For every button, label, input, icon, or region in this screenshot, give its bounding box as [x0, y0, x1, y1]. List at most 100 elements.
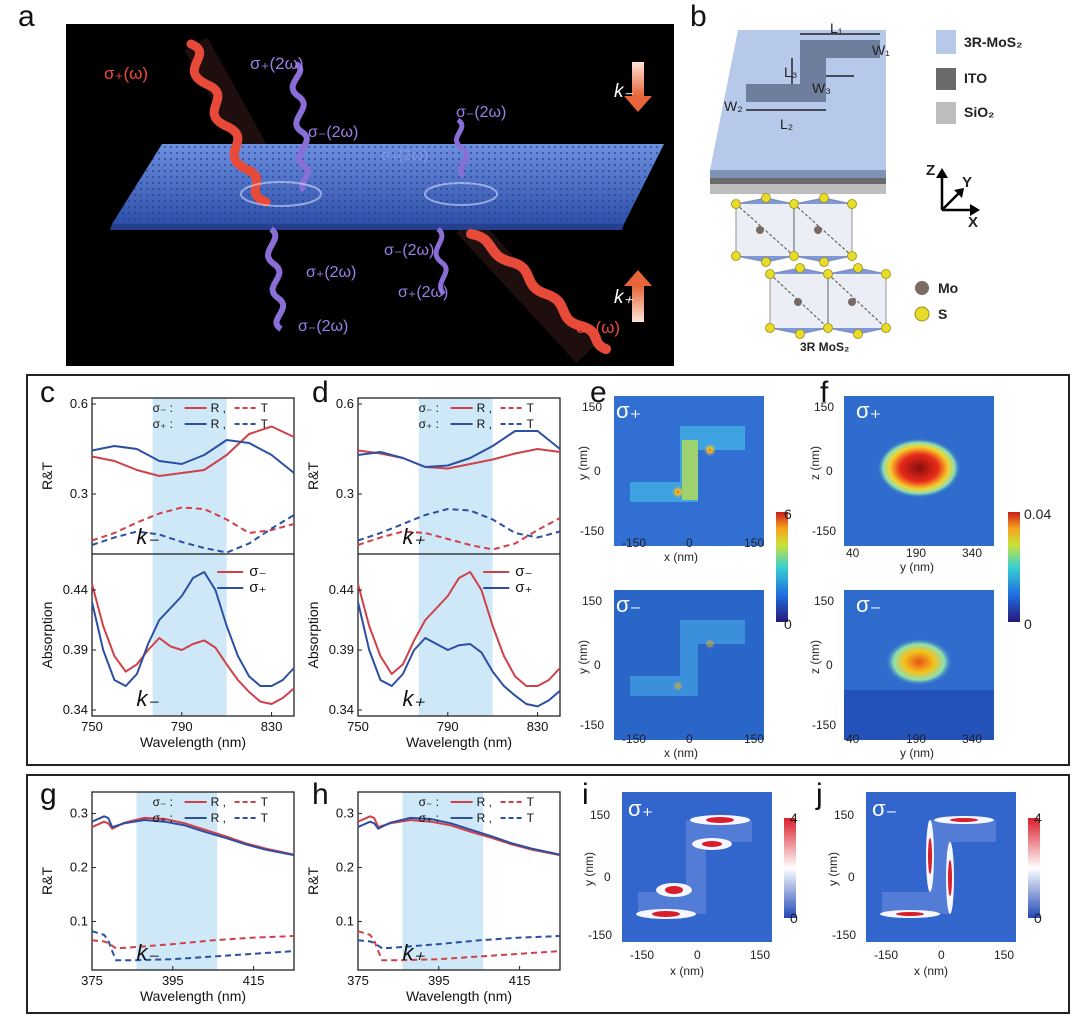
f-bottom-tag: σ₋ — [856, 592, 882, 617]
h-legend-prefix-0: σ₋ : — [419, 795, 439, 809]
e-ytick-top-3: -150 — [580, 524, 605, 538]
panel-label-d: d — [312, 376, 329, 409]
e-bottom-tag: σ₋ — [616, 592, 642, 617]
e-cbar-max: 6 — [784, 506, 792, 522]
d-top-legend-t-1: T — [527, 417, 535, 431]
c-top-series-1 — [91, 439, 295, 474]
d-top-ytick-label-0: 0.3 — [336, 486, 354, 501]
j-xtick-1: -150 — [874, 948, 899, 962]
dim-W1: W₁ — [872, 42, 890, 58]
j-ytick-1: 150 — [834, 808, 855, 822]
chart-c-top: 0.3 0.6 R&T k₋ σ₋ : R , Tσ₊ : R , T — [40, 396, 295, 554]
panel-label-b: b — [690, 0, 707, 33]
d-top-series-1 — [357, 430, 561, 468]
e-bottom-nanostructure-field — [630, 620, 745, 696]
f-xtick-top-1: 40 — [846, 546, 860, 560]
h-series-1 — [357, 816, 561, 856]
h-series-0 — [357, 815, 561, 857]
e-xlabel-bot: x (nm) — [664, 746, 698, 760]
h-ytick-label-1: 0.2 — [336, 860, 354, 875]
g-ytick-label-2: 0.3 — [70, 806, 88, 821]
legend-swatch-ito — [936, 68, 956, 90]
sigma-plus-2omega-top-wave — [289, 61, 311, 193]
i-ytick-3: -150 — [588, 928, 613, 942]
panel-f-field-maps — [844, 396, 1020, 740]
sigma-plus-omega-incident-wave — [186, 39, 271, 207]
panel-a-illustration: σ₊(ω) σ₊(2ω) σ₋(2ω) σ₋(2ω) σ₊(2ω) σ₊(2ω)… — [66, 24, 674, 366]
j-ytick-2: 0 — [848, 870, 855, 884]
d-top-legend-r-0: R , — [477, 401, 492, 415]
g-xtick-label-0: 375 — [81, 973, 103, 988]
panel-e-field-maps — [614, 396, 788, 740]
e-xtick-top-2: 0 — [686, 536, 693, 550]
f-top-tag: σ₊ — [856, 398, 882, 423]
d-bot-shaded-band — [418, 554, 493, 716]
j-xtick-3: 150 — [994, 948, 1015, 962]
f-xtick-top-3: 340 — [962, 546, 983, 560]
d-bot-plot-frame — [357, 554, 561, 717]
d-bot-series-1 — [357, 601, 561, 708]
i-xtick-1: -150 — [630, 948, 655, 962]
f-xtick-bot-1: 40 — [846, 732, 860, 746]
d-bot-xtick-label-0: 750 — [347, 719, 369, 734]
label-sigma-plus-2omega-faint: σ₊(2ω) — [381, 147, 429, 164]
g-series-0 — [91, 816, 295, 856]
c-top-series-0 — [91, 425, 295, 477]
e-xtick-bot-3: 150 — [744, 732, 765, 746]
panel-label-i: i — [582, 778, 589, 811]
d-bot-ytick-label-2: 0.44 — [329, 582, 354, 597]
f-ylabel-top: z (nm) — [808, 446, 822, 480]
c-bot-legend-name-0: σ₋ — [249, 563, 266, 580]
dim-L3: L₃ — [784, 64, 798, 80]
d-top-legend-prefix-1: σ₊ : — [419, 417, 439, 431]
g-xtick-label-1: 395 — [162, 973, 184, 988]
panel-b-schematic: L₁ W₁ L₃ W₃ W₂ L₂ 3R-MoS₂ ITO SiO₂ Z Y X… — [700, 18, 1080, 366]
c-top-legend-prefix-0: σ₋ : — [153, 401, 173, 415]
h-ylabel: R&T — [306, 867, 321, 895]
g-ylabel: R&T — [40, 867, 55, 895]
c-bot-xtick-label-1: 790 — [171, 719, 193, 734]
e-xtick-bot-1: -150 — [622, 732, 647, 746]
d-bot-annotation: k₊ — [402, 686, 425, 711]
j-cbar-min: 0 — [1034, 910, 1042, 926]
c-bot-ytick-label-0: 0.34 — [63, 702, 88, 717]
c-top-plot-frame — [91, 397, 295, 554]
d-top-series-2 — [357, 517, 561, 551]
c-top-ytick-label-1: 0.6 — [70, 396, 88, 411]
axis-label-z: Z — [926, 162, 936, 179]
label-sigma-plus-2omega-b1: σ₊(2ω) — [306, 264, 357, 281]
e-xtick-top-3: 150 — [744, 536, 765, 550]
legend-label-sio2: SiO₂ — [964, 104, 995, 120]
chart-d-bottom: 0.34 0.39 0.44 750 790 830 Wavelength (nm) Abso… — [306, 554, 561, 750]
legend-label-mos2: 3R-MoS₂ — [964, 34, 1023, 50]
sigma-minus-2omega-bottom-wave — [433, 227, 449, 296]
d-bot-ytick-label-1: 0.39 — [329, 642, 354, 657]
j-ylabel: y (nm) — [826, 852, 840, 886]
c-bot-xtick-label-0: 750 — [81, 719, 103, 734]
g-annotation: k₋ — [136, 940, 159, 965]
label-sigma-plus-omega: σ₊(ω) — [104, 64, 149, 83]
panel-label-g: g — [40, 778, 57, 811]
h-legend-r-0: R , — [477, 795, 492, 809]
c-top-ylabel: R&T — [40, 462, 55, 490]
f-ytick-bot-3: -150 — [812, 718, 837, 732]
label-sigma-plus-omega-bottom: σ₊(ω) — [576, 318, 621, 337]
f-xlabel-bot: y (nm) — [900, 746, 934, 760]
g-series-2 — [91, 935, 295, 950]
h-annotation: k₊ — [402, 940, 425, 965]
label-k-minus: k₋ — [614, 81, 634, 102]
j-xtick-2: 0 — [938, 948, 945, 962]
h-xlabel: Wavelength (nm) — [406, 988, 512, 1004]
c-bot-series-1 — [91, 571, 295, 687]
label-sigma-plus-2omega-top: σ₊(2ω) — [250, 54, 304, 73]
panel-label-f: f — [820, 376, 829, 409]
label-sigma-minus-2omega-2: σ₋(2ω) — [456, 104, 507, 121]
g-ytick-label-0: 0.1 — [70, 913, 88, 928]
d-top-legend-prefix-0: σ₋ : — [419, 401, 439, 415]
f-xtick-top-2: 190 — [906, 546, 927, 560]
c-top-legend-t-1: T — [261, 417, 269, 431]
h-series-3 — [357, 935, 561, 950]
e-cbar-min: 0 — [784, 616, 792, 632]
